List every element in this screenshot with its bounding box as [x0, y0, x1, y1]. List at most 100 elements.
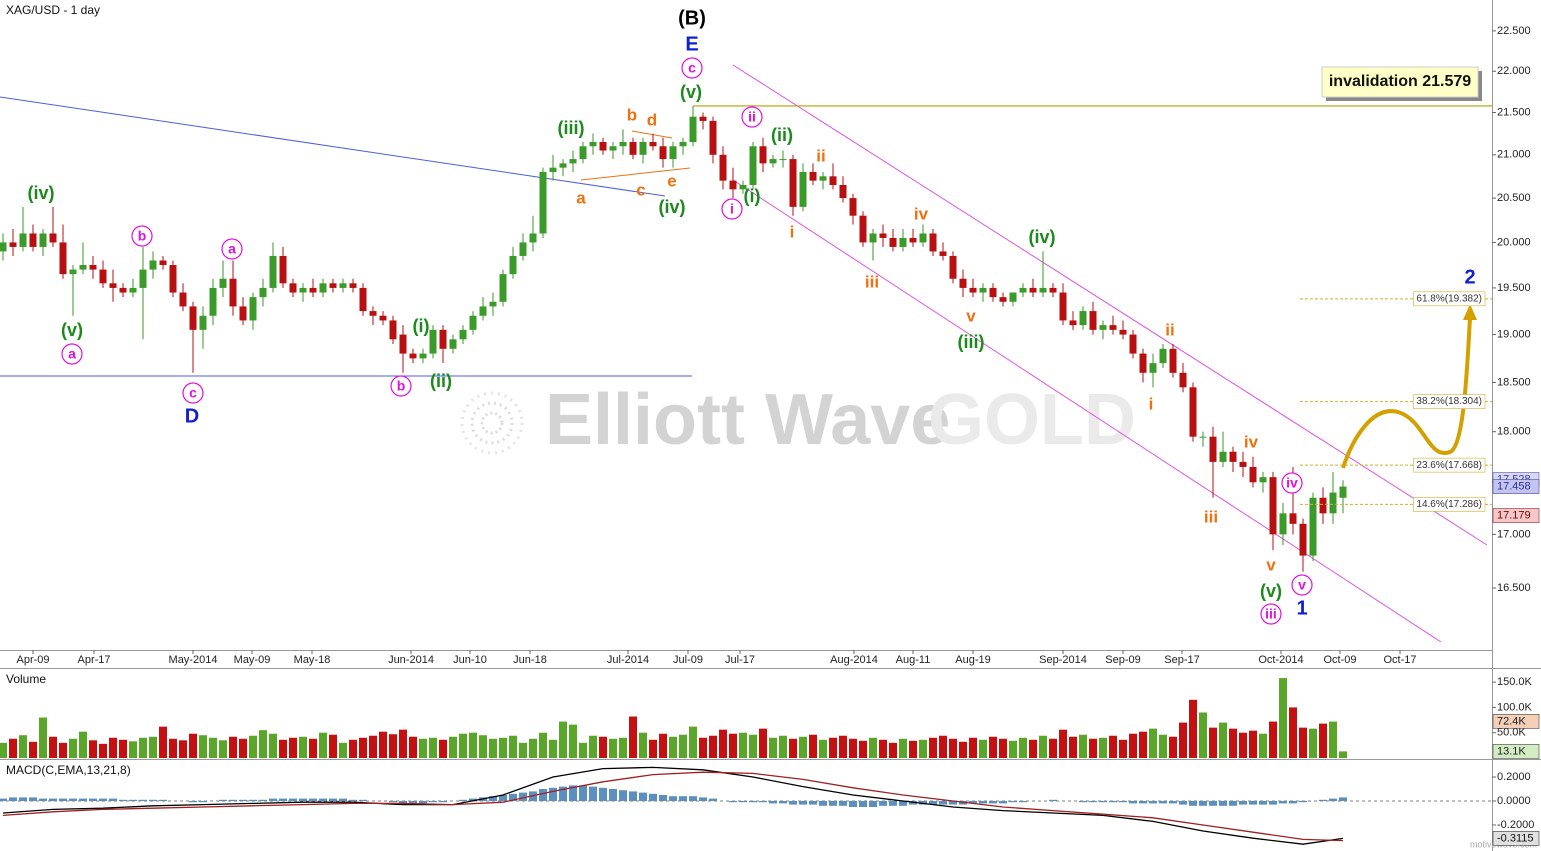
volume-bar	[989, 736, 997, 758]
volume-bar	[329, 734, 337, 758]
x-tick-label: Oct-17	[1383, 654, 1416, 666]
candle-body	[539, 171, 547, 234]
volume-bar	[259, 730, 267, 758]
volume-bar	[229, 736, 237, 758]
volume-bar	[1099, 737, 1107, 758]
candle-body	[1219, 451, 1227, 462]
wave-label: (iii)	[958, 332, 985, 352]
macd-histogram-bar	[259, 799, 267, 802]
volume-bar	[249, 735, 257, 758]
wave-label: iii	[1204, 507, 1218, 526]
volume-bar	[449, 736, 457, 758]
candle-body	[619, 142, 627, 147]
y-tick-label: 21.000	[1497, 149, 1531, 161]
macd-marker: -0.3115	[1497, 832, 1534, 844]
x-tick-label: May-2014	[169, 654, 218, 666]
macd-histogram-bar	[459, 799, 467, 802]
volume-bar	[199, 735, 207, 758]
y-tick-label: 22.500	[1497, 25, 1531, 37]
candle-body	[199, 315, 207, 330]
volume-bar	[689, 726, 697, 758]
volume-bar	[819, 739, 827, 758]
candle-body	[689, 116, 697, 143]
macd-histogram-bar	[779, 801, 787, 804]
candle-body	[1069, 320, 1077, 326]
volume-bar	[489, 738, 497, 758]
macd-histogram-bar	[69, 798, 77, 802]
macd-histogram-bar	[709, 798, 717, 802]
candle-body	[159, 260, 167, 266]
volume-bar	[149, 736, 157, 758]
panel-title: Volume	[6, 672, 46, 686]
candle-body	[349, 283, 357, 288]
x-tick-label: Jun-10	[453, 654, 487, 666]
volume-bar	[929, 737, 937, 758]
candle-body	[259, 287, 267, 298]
last-price: 17.458	[1497, 481, 1531, 493]
wave-label: 1	[1296, 597, 1307, 619]
macd-histogram-bar	[559, 786, 567, 802]
candle-body	[809, 171, 817, 181]
macd-histogram-bar	[699, 797, 707, 802]
macd-histogram-bar	[1159, 801, 1167, 804]
wave-label: ii	[1165, 320, 1174, 339]
macd-histogram-bar	[839, 801, 847, 806]
macd-histogram-bar	[29, 797, 37, 802]
x-tick-label: Sep-17	[1164, 654, 1199, 666]
candle-body	[989, 287, 997, 298]
y-tick-label: 0.2000	[1497, 771, 1531, 783]
macd-histogram-bar	[649, 793, 657, 802]
volume-bar	[19, 735, 27, 758]
candle-body	[269, 255, 277, 288]
macd-histogram-bar	[389, 801, 397, 803]
candle-body	[979, 287, 987, 293]
candle-body	[919, 233, 927, 243]
volume-bar	[1319, 723, 1327, 758]
macd-histogram-bar	[739, 801, 747, 803]
candle-body	[1109, 325, 1117, 330]
wave-label: iv	[1244, 432, 1259, 451]
candle-body	[249, 297, 257, 321]
volume-bar	[99, 743, 107, 758]
volume-bar	[369, 735, 377, 758]
volume-bar	[509, 735, 517, 758]
macd-histogram-bar	[0, 798, 7, 802]
macd-histogram-bar	[139, 799, 147, 802]
candle-body	[419, 353, 427, 359]
candle-body	[849, 198, 857, 216]
volume-bar	[1339, 751, 1347, 758]
volume-bar	[1259, 733, 1267, 758]
volume-bar	[769, 737, 777, 758]
x-tick-label: Apr-09	[16, 654, 49, 666]
candle-body	[1309, 497, 1317, 556]
volume-bar	[1019, 737, 1027, 758]
macd-histogram-bar	[1179, 801, 1187, 805]
x-tick-label: Jun-2014	[388, 654, 434, 666]
wave-label: iv	[914, 204, 929, 223]
arrow-head	[1463, 304, 1477, 320]
wave-label: (iv)	[1029, 227, 1056, 247]
fib-label: 23.6%(17.668)	[1416, 460, 1482, 471]
fib-label-box	[1413, 394, 1486, 409]
x-tick-label: May-09	[234, 654, 271, 666]
macd-histogram-bar	[1079, 801, 1087, 803]
volume-bar	[1269, 721, 1277, 758]
watermark-spiral	[460, 391, 524, 455]
watermark-text: Elliott Wave	[545, 380, 950, 460]
candle-body	[179, 292, 187, 307]
candle-body	[1179, 372, 1187, 388]
candle-body	[879, 233, 887, 238]
macd-histogram-bar	[149, 799, 157, 802]
macd-histogram-bar	[969, 801, 977, 804]
volume-bar	[1119, 739, 1127, 758]
macd-histogram-bar	[519, 792, 527, 802]
macd-histogram-bar	[79, 798, 87, 802]
candle-body	[469, 315, 477, 330]
macd-histogram-bar	[9, 797, 17, 802]
volume-bar	[699, 737, 707, 758]
volume-bar	[319, 732, 327, 758]
wave-label-circle	[1291, 574, 1313, 596]
candle-body	[1249, 466, 1257, 483]
volume-bar	[459, 733, 467, 758]
macd-histogram-bar	[159, 799, 167, 802]
